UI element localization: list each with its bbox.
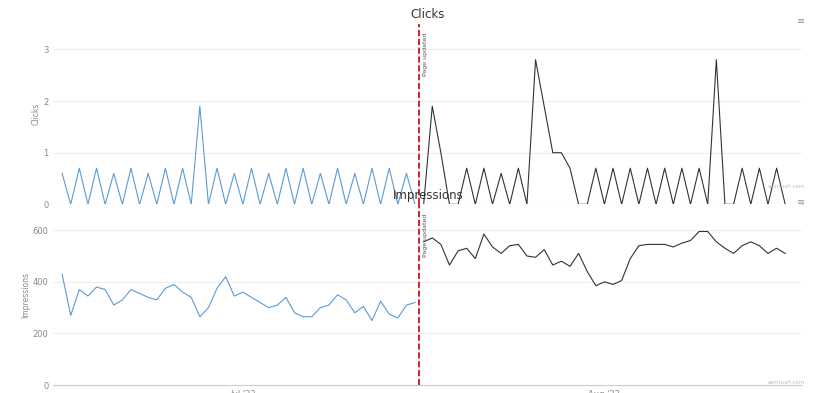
Title: Clicks: Clicks bbox=[411, 8, 445, 21]
Text: ≡: ≡ bbox=[797, 16, 805, 26]
Text: semrush.com: semrush.com bbox=[768, 184, 805, 189]
Title: Impressions: Impressions bbox=[393, 189, 463, 202]
Y-axis label: Impressions: Impressions bbox=[21, 272, 30, 318]
Legend: Before, After: Before, After bbox=[377, 253, 479, 269]
Y-axis label: Clicks: Clicks bbox=[31, 103, 40, 125]
Text: Page updated: Page updated bbox=[423, 33, 428, 76]
Text: semrush.com: semrush.com bbox=[768, 380, 805, 385]
Text: ≡: ≡ bbox=[797, 196, 805, 206]
Text: Page updated: Page updated bbox=[423, 213, 428, 257]
